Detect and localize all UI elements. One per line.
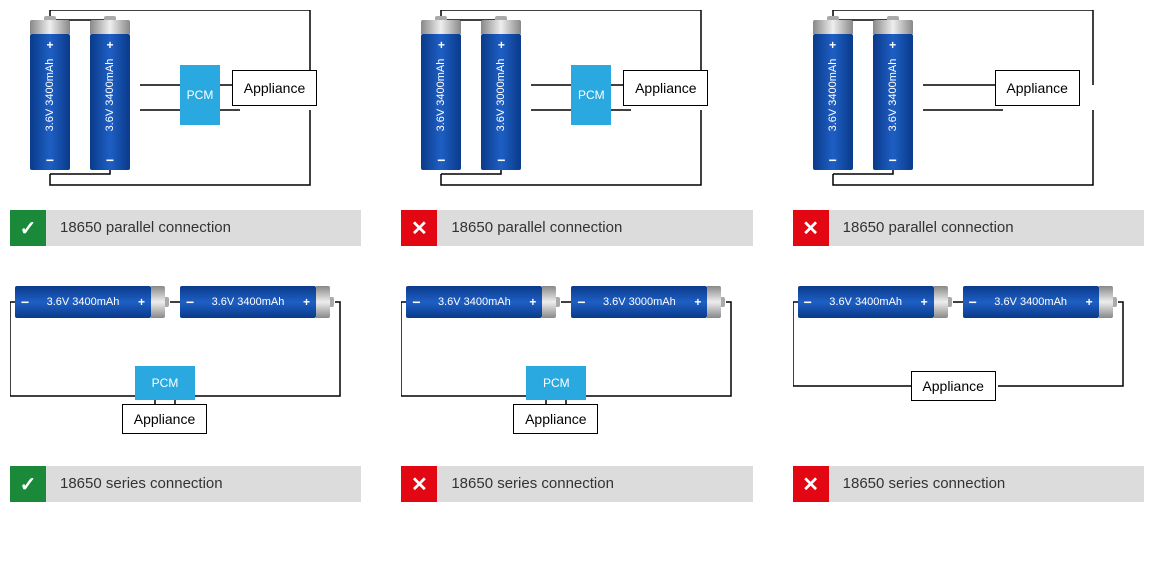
minus-icon: − bbox=[21, 294, 29, 310]
circuit-parallel: + 3.6V 3400mAh − + 3.6V 3400mAh − PCM Ap… bbox=[10, 10, 361, 200]
plus-icon: + bbox=[90, 38, 130, 52]
battery-1: + 3.6V 3400mAh − bbox=[30, 20, 70, 170]
caption: ✕ 18650 series connection bbox=[401, 466, 752, 502]
series-diagram-3: 3.6V 3400mAh − + 3.6V 3400mAh − + Applia… bbox=[793, 266, 1144, 502]
cross-icon: ✕ bbox=[793, 210, 829, 246]
plus-icon: + bbox=[529, 295, 536, 309]
parallel-diagram-2: + 3.6V 3400mAh − + 3.6V 3000mAh − PCM Ap… bbox=[401, 10, 752, 246]
check-icon: ✓ bbox=[10, 466, 46, 502]
pcm-box: PCM bbox=[571, 65, 611, 125]
cross-icon: ✕ bbox=[401, 466, 437, 502]
battery-spec: 3.6V 3400mAh bbox=[435, 59, 447, 132]
battery-spec: 3.6V 3400mAh bbox=[827, 59, 839, 132]
battery-spec: 3.6V 3400mAh bbox=[829, 296, 902, 308]
series-diagram-2: 3.6V 3400mAh − + 3.6V 3000mAh − + PCM Ap… bbox=[401, 266, 752, 502]
battery-spec: 3.6V 3400mAh bbox=[104, 59, 116, 132]
battery-2: + 3.6V 3000mAh − bbox=[481, 20, 521, 170]
caption-text: 18650 series connection bbox=[437, 466, 752, 502]
caption-text: 18650 parallel connection bbox=[46, 210, 361, 246]
caption: ✕ 18650 parallel connection bbox=[401, 210, 752, 246]
parallel-diagram-3: + 3.6V 3400mAh − + 3.6V 3400mAh − Applia… bbox=[793, 10, 1144, 246]
appliance-box: Appliance bbox=[911, 371, 996, 401]
circuit-series: 3.6V 3400mAh − + 3.6V 3000mAh − + PCM Ap… bbox=[401, 266, 752, 436]
caption: ✓ 18650 parallel connection bbox=[10, 210, 361, 246]
battery-1: 3.6V 3400mAh − + bbox=[406, 286, 556, 318]
plus-icon: + bbox=[30, 38, 70, 52]
plus-icon: + bbox=[303, 295, 310, 309]
minus-icon: − bbox=[804, 294, 812, 310]
minus-icon: − bbox=[873, 152, 913, 168]
cross-icon: ✕ bbox=[793, 466, 829, 502]
battery-spec: 3.6V 3400mAh bbox=[212, 296, 285, 308]
diagrams-grid: + 3.6V 3400mAh − + 3.6V 3400mAh − PCM Ap… bbox=[10, 10, 1144, 502]
caption: ✓ 18650 series connection bbox=[10, 466, 361, 502]
minus-icon: − bbox=[481, 152, 521, 168]
battery-1: 3.6V 3400mAh − + bbox=[798, 286, 948, 318]
caption-text: 18650 parallel connection bbox=[829, 210, 1144, 246]
appliance-box: Appliance bbox=[122, 404, 207, 434]
battery-1: + 3.6V 3400mAh − bbox=[813, 20, 853, 170]
minus-icon: − bbox=[577, 294, 585, 310]
series-diagram-1: 3.6V 3400mAh − + 3.6V 3400mAh − + PCM Ap… bbox=[10, 266, 361, 502]
battery-2: 3.6V 3400mAh − + bbox=[180, 286, 330, 318]
plus-icon: + bbox=[138, 295, 145, 309]
minus-icon: − bbox=[421, 152, 461, 168]
battery-2: 3.6V 3400mAh − + bbox=[963, 286, 1113, 318]
minus-icon: − bbox=[969, 294, 977, 310]
appliance-box: Appliance bbox=[623, 70, 708, 106]
battery-2: + 3.6V 3400mAh − bbox=[90, 20, 130, 170]
circuit-parallel: + 3.6V 3400mAh − + 3.6V 3000mAh − PCM Ap… bbox=[401, 10, 752, 200]
caption: ✕ 18650 parallel connection bbox=[793, 210, 1144, 246]
plus-icon: + bbox=[921, 295, 928, 309]
battery-2: 3.6V 3000mAh − + bbox=[571, 286, 721, 318]
minus-icon: − bbox=[30, 152, 70, 168]
cross-icon: ✕ bbox=[401, 210, 437, 246]
battery-spec: 3.6V 3400mAh bbox=[994, 296, 1067, 308]
minus-icon: − bbox=[813, 152, 853, 168]
battery-spec: 3.6V 3400mAh bbox=[887, 59, 899, 132]
battery-spec: 3.6V 3400mAh bbox=[438, 296, 511, 308]
battery-spec: 3.6V 3000mAh bbox=[495, 59, 507, 132]
caption-text: 18650 series connection bbox=[46, 466, 361, 502]
plus-icon: + bbox=[694, 295, 701, 309]
circuit-parallel: + 3.6V 3400mAh − + 3.6V 3400mAh − Applia… bbox=[793, 10, 1144, 200]
plus-icon: + bbox=[421, 38, 461, 52]
battery-spec: 3.6V 3000mAh bbox=[603, 296, 676, 308]
appliance-box: Appliance bbox=[513, 404, 598, 434]
caption: ✕ 18650 series connection bbox=[793, 466, 1144, 502]
appliance-box: Appliance bbox=[232, 70, 317, 106]
pcm-box: PCM bbox=[180, 65, 220, 125]
circuit-series: 3.6V 3400mAh − + 3.6V 3400mAh − + PCM Ap… bbox=[10, 266, 361, 436]
plus-icon: + bbox=[813, 38, 853, 52]
battery-1: 3.6V 3400mAh − + bbox=[15, 286, 165, 318]
appliance-box: Appliance bbox=[995, 70, 1080, 106]
battery-1: + 3.6V 3400mAh − bbox=[421, 20, 461, 170]
minus-icon: − bbox=[186, 294, 194, 310]
battery-spec: 3.6V 3400mAh bbox=[47, 296, 120, 308]
plus-icon: + bbox=[481, 38, 521, 52]
minus-icon: − bbox=[90, 152, 130, 168]
pcm-box: PCM bbox=[526, 366, 586, 400]
battery-spec: 3.6V 3400mAh bbox=[44, 59, 56, 132]
pcm-box: PCM bbox=[135, 366, 195, 400]
plus-icon: + bbox=[873, 38, 913, 52]
plus-icon: + bbox=[1086, 295, 1093, 309]
minus-icon: − bbox=[412, 294, 420, 310]
battery-2: + 3.6V 3400mAh − bbox=[873, 20, 913, 170]
caption-text: 18650 series connection bbox=[829, 466, 1144, 502]
circuit-series: 3.6V 3400mAh − + 3.6V 3400mAh − + Applia… bbox=[793, 266, 1144, 436]
parallel-diagram-1: + 3.6V 3400mAh − + 3.6V 3400mAh − PCM Ap… bbox=[10, 10, 361, 246]
caption-text: 18650 parallel connection bbox=[437, 210, 752, 246]
check-icon: ✓ bbox=[10, 210, 46, 246]
